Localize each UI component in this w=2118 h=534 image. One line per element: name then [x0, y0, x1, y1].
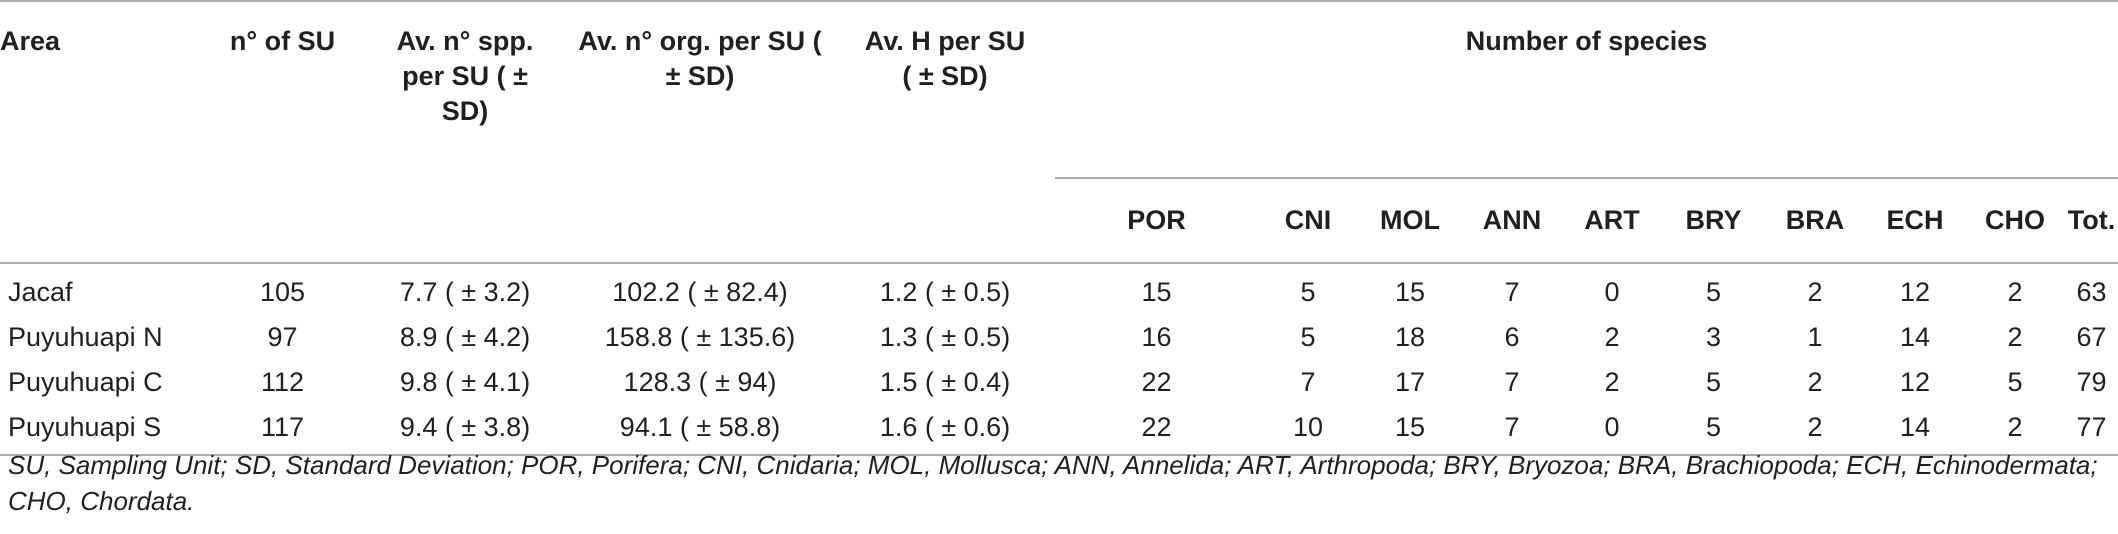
cell-bry: 5 [1705, 367, 1722, 397]
header-bry: BRY [1685, 205, 1742, 235]
cell-av-org: 158.8 ( ± 135.6) [604, 322, 796, 352]
cell-ann: 7 [1504, 277, 1520, 307]
header-cni: CNI [1284, 205, 1332, 235]
cell-area: Puyuhuapi C [8, 367, 163, 397]
cell-bry: 5 [1705, 412, 1722, 442]
header-por: POR [1127, 205, 1186, 235]
header-av-spp-text: Av. n° spp. per SU ( ± SD) [396, 26, 534, 126]
species-header-row: POR CNI MOL ANN ART BRY BRA ECH CHO Tot. [0, 179, 2118, 263]
cell-tot: 67 [2076, 322, 2107, 352]
cell-av-spp: 9.8 ( ± 4.1) [399, 367, 531, 397]
cell-cho: 5 [2007, 367, 2023, 397]
species-table: Area n° of SU Av. n° spp. per SU ( ± SD)… [0, 1, 2118, 455]
table-footnote: SU, Sampling Unit; SD, Standard Deviatio… [8, 450, 2098, 516]
header-av-h: Av. H per SU ( ± SD) [835, 1, 1055, 263]
cell-area: Jacaf [8, 277, 73, 307]
header-art: ART [1584, 205, 1640, 235]
cell-n-su: 97 [267, 322, 298, 352]
cell-por: 15 [1141, 277, 1172, 307]
cell-cni: 5 [1300, 277, 1316, 307]
header-av-org: Av. n° org. per SU ( ± SD) [565, 1, 835, 263]
cell-cho: 2 [2007, 412, 2023, 442]
header-number-of-species: Number of species [1055, 1, 2118, 179]
cell-mol: 18 [1394, 322, 1426, 352]
header-av-org-text: Av. n° org. per SU ( ± SD) [578, 26, 822, 91]
cell-mol: 15 [1394, 277, 1426, 307]
cell-bry: 3 [1705, 322, 1722, 352]
group-divider [1055, 177, 2118, 179]
cell-bry: 5 [1705, 277, 1722, 307]
header-tot: Tot. [2067, 205, 2116, 235]
cell-ech: 12 [1899, 277, 1931, 307]
cell-ech: 14 [1899, 322, 1931, 352]
cell-cni: 5 [1300, 322, 1316, 352]
header-av-h-text: Av. H per SU ( ± SD) [864, 26, 1026, 91]
cell-av-org: 102.2 ( ± 82.4) [612, 277, 788, 307]
cell-tot: 63 [2076, 277, 2107, 307]
cell-area: Puyuhuapi S [8, 412, 162, 442]
header-row: Area n° of SU Av. n° spp. per SU ( ± SD)… [0, 1, 2118, 179]
cell-ech: 12 [1899, 367, 1931, 397]
cell-art: 2 [1604, 322, 1620, 352]
cell-av-spp: 7.7 ( ± 3.2) [399, 277, 531, 307]
header-ech: ECH [1886, 205, 1944, 235]
cell-bra: 2 [1807, 412, 1823, 442]
header-ann: ANN [1482, 205, 1542, 235]
cell-por: 22 [1141, 367, 1172, 397]
cell-av-h: 1.3 ( ± 0.5) [879, 322, 1011, 352]
cell-av-h: 1.2 ( ± 0.5) [879, 277, 1011, 307]
cell-ann: 6 [1504, 322, 1520, 352]
table-row: Puyuhuapi S 117 9.4 ( ± 3.8) 94.1 ( ± 58… [0, 405, 2118, 455]
cell-mol: 17 [1394, 367, 1426, 397]
header-bra: BRA [1785, 205, 1845, 235]
cell-n-su: 117 [260, 412, 305, 442]
cell-tot: 77 [2076, 412, 2107, 442]
cell-bra: 1 [1807, 322, 1823, 352]
cell-av-h: 1.5 ( ± 0.4) [879, 367, 1011, 397]
header-number-of-species-label: Number of species [1465, 26, 1708, 56]
header-cho: CHO [1985, 205, 2045, 235]
header-mol: MOL [1380, 205, 1440, 235]
cell-av-org: 94.1 ( ± 58.8) [619, 412, 781, 442]
cell-cho: 2 [2007, 322, 2023, 352]
cell-art: 2 [1604, 367, 1620, 397]
cell-ann: 7 [1504, 367, 1520, 397]
cell-av-spp: 9.4 ( ± 3.8) [399, 412, 531, 442]
cell-por: 22 [1141, 412, 1172, 442]
cell-n-su: 105 [259, 277, 306, 307]
table-row: Puyuhuapi N 97 8.9 ( ± 4.2) 158.8 ( ± 13… [0, 315, 2118, 360]
table-row: Jacaf 105 7.7 ( ± 3.2) 102.2 ( ± 82.4) 1… [0, 263, 2118, 315]
table-row: Puyuhuapi C 112 9.8 ( ± 4.1) 128.3 ( ± 9… [0, 360, 2118, 405]
cell-tot: 79 [2076, 367, 2107, 397]
cell-art: 0 [1604, 277, 1620, 307]
cell-por: 16 [1141, 322, 1172, 352]
cell-mol: 15 [1394, 412, 1426, 442]
cell-bra: 2 [1807, 277, 1823, 307]
cell-bra: 2 [1807, 367, 1823, 397]
cell-ech: 14 [1899, 412, 1931, 442]
header-area: Area [0, 26, 61, 56]
cell-area: Puyuhuapi N [8, 322, 163, 352]
cell-ann: 7 [1504, 412, 1520, 442]
header-n-su: n° of SU [229, 26, 336, 56]
cell-cho: 2 [2007, 277, 2023, 307]
cell-n-su: 112 [260, 367, 305, 397]
cell-av-spp: 8.9 ( ± 4.2) [399, 322, 531, 352]
cell-av-h: 1.6 ( ± 0.6) [879, 412, 1011, 442]
cell-art: 0 [1604, 412, 1620, 442]
header-av-spp: Av. n° spp. per SU ( ± SD) [365, 1, 565, 263]
cell-cni: 10 [1292, 412, 1324, 442]
cell-cni: 7 [1300, 367, 1316, 397]
cell-av-org: 128.3 ( ± 94) [623, 367, 777, 397]
